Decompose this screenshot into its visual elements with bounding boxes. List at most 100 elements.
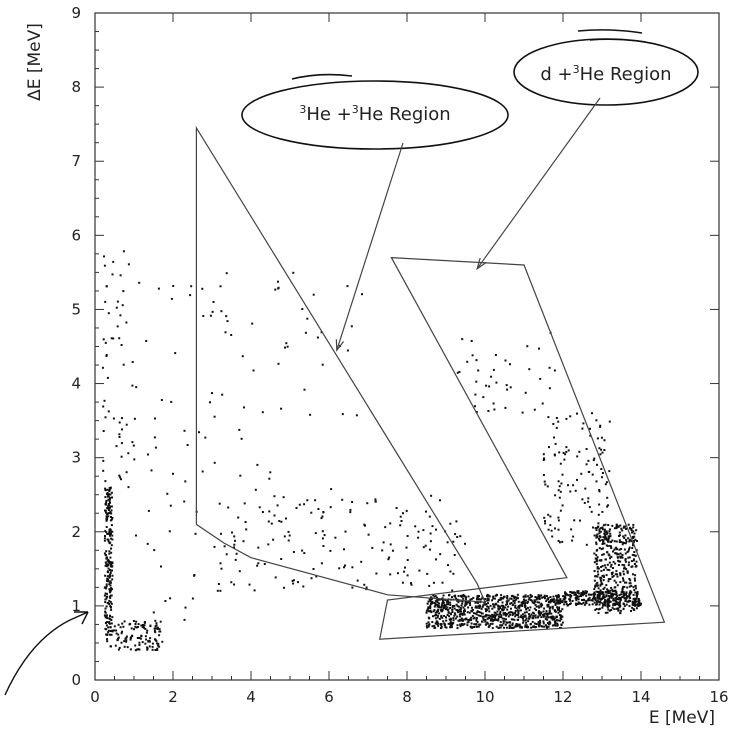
data-point	[604, 523, 607, 526]
data-point	[615, 523, 618, 526]
data-point	[613, 599, 616, 602]
data-point	[425, 510, 427, 513]
data-point	[138, 281, 141, 284]
data-point	[626, 570, 629, 573]
data-point	[104, 535, 106, 537]
data-point	[601, 583, 604, 586]
data-point	[464, 595, 467, 598]
data-point	[389, 522, 392, 525]
data-point	[109, 501, 111, 504]
data-point	[501, 624, 504, 627]
data-point	[509, 602, 512, 605]
data-point	[351, 566, 354, 569]
data-point	[478, 604, 481, 607]
data-point	[475, 617, 478, 619]
data-point	[534, 614, 537, 617]
data-point	[611, 606, 614, 609]
data-point	[253, 589, 256, 592]
data-point	[109, 487, 112, 490]
data-point	[539, 619, 541, 622]
data-point	[170, 400, 173, 403]
data-point	[105, 355, 108, 357]
data-point	[429, 548, 431, 551]
data-point	[461, 338, 464, 341]
data-point	[457, 601, 460, 604]
data-point	[594, 584, 597, 587]
data-point	[559, 599, 562, 602]
data-point	[482, 396, 485, 399]
data-point	[382, 541, 385, 544]
data-point	[110, 509, 113, 512]
data-point	[111, 538, 114, 541]
data-point	[607, 602, 610, 605]
data-point	[629, 597, 632, 600]
data-point	[606, 588, 609, 591]
data-point	[602, 547, 604, 550]
data-point	[225, 315, 228, 318]
data-point	[110, 561, 113, 564]
data-point	[634, 554, 637, 557]
data-point	[596, 570, 599, 573]
data-point	[595, 480, 598, 483]
data-point	[580, 595, 582, 598]
x-tick-label: 2	[168, 688, 178, 706]
data-point	[611, 524, 614, 527]
data-point	[608, 597, 611, 600]
data-point	[399, 515, 402, 518]
data-point	[487, 602, 489, 605]
data-point	[543, 613, 546, 616]
data-point	[261, 411, 264, 414]
data-point	[592, 593, 595, 596]
data-point	[574, 591, 577, 594]
data-point	[156, 626, 159, 629]
data-point	[607, 608, 610, 611]
data-point	[631, 606, 634, 609]
data-point	[104, 416, 107, 419]
data-point	[153, 629, 156, 632]
data-point	[630, 584, 633, 587]
data-point	[102, 469, 105, 472]
data-point	[516, 593, 519, 596]
data-point	[575, 604, 578, 606]
data-point	[603, 575, 605, 578]
data-point	[257, 546, 260, 549]
data-point	[106, 488, 109, 491]
data-point	[557, 516, 560, 519]
data-point	[458, 370, 461, 373]
data-point	[467, 620, 470, 623]
data-point	[495, 619, 498, 622]
data-point	[606, 605, 609, 607]
data-point	[488, 617, 490, 619]
data-point	[154, 446, 157, 449]
data-point	[596, 593, 599, 596]
data-point	[539, 377, 542, 380]
data-point	[546, 612, 549, 615]
data-point	[478, 595, 480, 597]
data-point	[193, 574, 196, 576]
data-point	[454, 617, 457, 620]
data-point	[432, 615, 434, 618]
data-point	[155, 624, 158, 627]
data-point	[603, 530, 606, 533]
data-point	[514, 606, 517, 609]
data-point	[569, 603, 571, 605]
data-point	[601, 602, 604, 605]
data-point	[510, 626, 513, 629]
data-point	[634, 597, 637, 600]
data-point	[440, 609, 442, 612]
data-point	[451, 623, 454, 626]
data-point	[103, 552, 106, 555]
data-point	[107, 498, 110, 501]
data-point	[574, 593, 577, 596]
data-point	[509, 597, 512, 600]
data-point	[544, 617, 547, 620]
data-point	[538, 347, 540, 350]
data-point	[486, 621, 489, 624]
data-point	[183, 618, 186, 621]
data-point	[469, 618, 472, 621]
data-point	[551, 600, 554, 602]
data-point	[525, 624, 528, 627]
data-point	[542, 474, 545, 476]
data-point	[633, 532, 636, 535]
data-point	[267, 543, 270, 546]
